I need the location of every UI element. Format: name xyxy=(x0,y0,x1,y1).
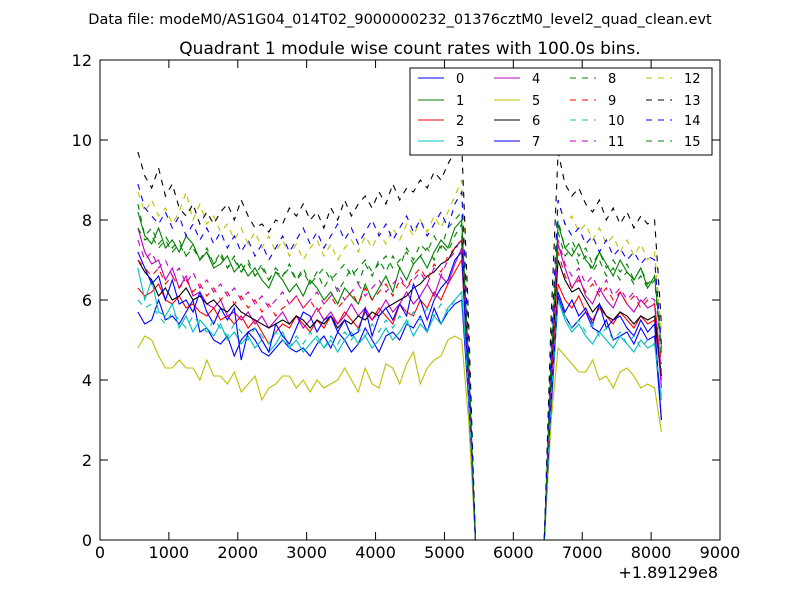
legend-label-13: 13 xyxy=(684,94,701,109)
series-line-15 xyxy=(137,222,662,540)
chart-title: Quadrant 1 module wise count rates with … xyxy=(179,39,640,59)
x-tick-label: 0 xyxy=(95,543,105,562)
series-line-11 xyxy=(137,235,662,540)
y-tick-label: 0 xyxy=(82,531,92,550)
y-tick-label: 10 xyxy=(72,131,92,150)
legend-label-8: 8 xyxy=(608,72,616,87)
legend-label-12: 12 xyxy=(684,72,701,87)
x-tick-label: 5000 xyxy=(424,543,465,562)
x-tick-label: 8000 xyxy=(631,543,672,562)
legend-label-9: 9 xyxy=(608,94,616,109)
legend-label-3: 3 xyxy=(456,135,464,150)
series-line-10 xyxy=(137,290,662,540)
series-line-5 xyxy=(137,335,662,540)
series-line-0 xyxy=(137,295,662,540)
x-tick-label: 4000 xyxy=(355,543,396,562)
y-tick-label: 8 xyxy=(82,211,92,230)
series-line-13 xyxy=(137,142,662,540)
x-tick-label: 2000 xyxy=(217,543,258,562)
x-offset-label: +1.89129e8 xyxy=(618,563,718,582)
series-layer xyxy=(137,142,662,540)
series-line-3 xyxy=(137,267,662,540)
series-line-8 xyxy=(137,203,662,540)
legend-label-6: 6 xyxy=(532,114,540,129)
legend-label-1: 1 xyxy=(456,94,464,109)
y-tick-label: 6 xyxy=(82,291,92,310)
y-tick-label: 12 xyxy=(72,51,92,70)
legend-label-5: 5 xyxy=(532,94,540,109)
legend-label-2: 2 xyxy=(456,114,464,129)
legend-label-15: 15 xyxy=(684,135,701,150)
y-tick-label: 2 xyxy=(82,451,92,470)
legend-label-4: 4 xyxy=(532,72,540,87)
series-line-12 xyxy=(137,179,662,540)
figure-suptitle: Data file: modeM0/AS1G04_014T02_90000002… xyxy=(88,12,712,28)
legend-label-0: 0 xyxy=(456,72,464,87)
legend-label-7: 7 xyxy=(532,135,540,150)
x-tick-label: 6000 xyxy=(493,543,534,562)
series-line-6 xyxy=(137,238,662,540)
series-line-7 xyxy=(137,250,662,540)
x-axis: 0 1000 2000 3000 4000 5000 6000 7000 8000 9000 xyxy=(95,60,740,562)
x-tick-label: 1000 xyxy=(149,543,190,562)
legend-label-14: 14 xyxy=(684,114,701,129)
y-tick-label: 4 xyxy=(82,371,92,390)
x-tick-label: 3000 xyxy=(286,543,327,562)
legend-label-10: 10 xyxy=(608,114,625,129)
x-tick-label: 9000 xyxy=(700,543,741,562)
x-tick-label: 7000 xyxy=(562,543,603,562)
legend-label-11: 11 xyxy=(608,135,625,150)
